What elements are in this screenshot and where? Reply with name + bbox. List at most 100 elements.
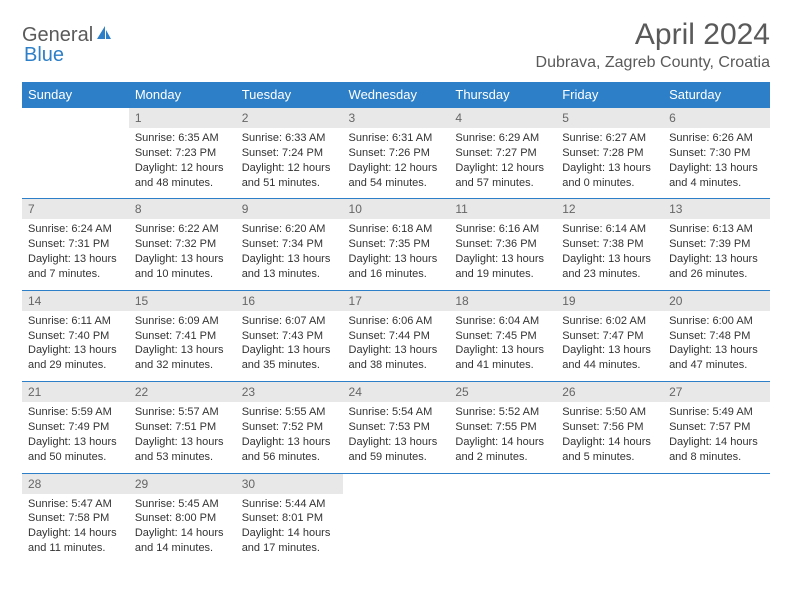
weekday-header: Saturday: [663, 82, 770, 108]
daylight-line: Daylight: 13 hours and 53 minutes.: [135, 435, 230, 465]
sunset-line: Sunset: 8:00 PM: [135, 511, 230, 526]
sunset-line: Sunset: 7:38 PM: [562, 237, 657, 252]
day-number-cell: [556, 473, 663, 494]
daylight-line: Daylight: 13 hours and 44 minutes.: [562, 343, 657, 373]
day-number-cell: 15: [129, 290, 236, 311]
sunrise-line: Sunrise: 6:35 AM: [135, 131, 230, 146]
daylight-line: Daylight: 13 hours and 41 minutes.: [455, 343, 550, 373]
day-number-cell: 23: [236, 382, 343, 403]
daylight-line: Daylight: 14 hours and 17 minutes.: [242, 526, 337, 556]
daylight-line: Daylight: 12 hours and 57 minutes.: [455, 161, 550, 191]
day-content-cell: Sunrise: 6:35 AMSunset: 7:23 PMDaylight:…: [129, 128, 236, 199]
day-content-cell: Sunrise: 5:50 AMSunset: 7:56 PMDaylight:…: [556, 402, 663, 473]
daylight-line: Daylight: 13 hours and 50 minutes.: [28, 435, 123, 465]
day-number-row: 14151617181920: [22, 290, 770, 311]
day-content-cell: Sunrise: 6:29 AMSunset: 7:27 PMDaylight:…: [449, 128, 556, 199]
day-content-cell: Sunrise: 5:47 AMSunset: 7:58 PMDaylight:…: [22, 494, 129, 564]
day-number-cell: 1: [129, 108, 236, 129]
day-number-cell: 13: [663, 199, 770, 220]
brand-part2: Blue: [24, 44, 64, 66]
daylight-line: Daylight: 13 hours and 32 minutes.: [135, 343, 230, 373]
sunset-line: Sunset: 7:31 PM: [28, 237, 123, 252]
daylight-line: Daylight: 13 hours and 26 minutes.: [669, 252, 764, 282]
daylight-line: Daylight: 13 hours and 56 minutes.: [242, 435, 337, 465]
day-number-cell: 4: [449, 108, 556, 129]
sunset-line: Sunset: 7:41 PM: [135, 329, 230, 344]
day-content-cell: Sunrise: 6:00 AMSunset: 7:48 PMDaylight:…: [663, 311, 770, 382]
sunset-line: Sunset: 7:23 PM: [135, 146, 230, 161]
day-content-cell: Sunrise: 6:24 AMSunset: 7:31 PMDaylight:…: [22, 219, 129, 290]
day-number-cell: 26: [556, 382, 663, 403]
sunset-line: Sunset: 7:24 PM: [242, 146, 337, 161]
sunrise-line: Sunrise: 6:24 AM: [28, 222, 123, 237]
brand-part2-wrap: Blue: [24, 44, 64, 67]
sunrise-line: Sunrise: 5:52 AM: [455, 405, 550, 420]
weekday-header: Thursday: [449, 82, 556, 108]
day-content-cell: Sunrise: 6:27 AMSunset: 7:28 PMDaylight:…: [556, 128, 663, 199]
daylight-line: Daylight: 13 hours and 35 minutes.: [242, 343, 337, 373]
daylight-line: Daylight: 13 hours and 47 minutes.: [669, 343, 764, 373]
day-content-row: Sunrise: 5:59 AMSunset: 7:49 PMDaylight:…: [22, 402, 770, 473]
sunset-line: Sunset: 7:49 PM: [28, 420, 123, 435]
daylight-line: Daylight: 12 hours and 54 minutes.: [349, 161, 444, 191]
sunrise-line: Sunrise: 5:50 AM: [562, 405, 657, 420]
day-number-cell: 28: [22, 473, 129, 494]
day-number-cell: 16: [236, 290, 343, 311]
title-block: April 2024 Dubrava, Zagreb County, Croat…: [536, 18, 770, 72]
day-number-cell: 3: [343, 108, 450, 129]
day-content-cell: [343, 494, 450, 564]
sunrise-line: Sunrise: 6:13 AM: [669, 222, 764, 237]
header: General April 2024 Dubrava, Zagreb Count…: [22, 18, 770, 72]
sail-icon: [95, 24, 113, 47]
sunrise-line: Sunrise: 6:27 AM: [562, 131, 657, 146]
sunset-line: Sunset: 7:53 PM: [349, 420, 444, 435]
sunset-line: Sunset: 7:57 PM: [669, 420, 764, 435]
day-content-cell: Sunrise: 6:16 AMSunset: 7:36 PMDaylight:…: [449, 219, 556, 290]
day-number-row: 78910111213: [22, 199, 770, 220]
sunset-line: Sunset: 7:26 PM: [349, 146, 444, 161]
day-number-cell: 24: [343, 382, 450, 403]
day-content-row: Sunrise: 6:35 AMSunset: 7:23 PM Daylight:…: [22, 128, 770, 199]
sunrise-line: Sunrise: 5:44 AM: [242, 497, 337, 512]
daylight-line: Daylight: 13 hours and 7 minutes.: [28, 252, 123, 282]
daylight-line: Daylight: 14 hours and 14 minutes.: [135, 526, 230, 556]
day-content-cell: [449, 494, 556, 564]
sunset-line: Sunset: 7:55 PM: [455, 420, 550, 435]
day-number-cell: 7: [22, 199, 129, 220]
daylight-line: Daylight: 14 hours and 5 minutes.: [562, 435, 657, 465]
sunrise-line: Sunrise: 6:09 AM: [135, 314, 230, 329]
day-number-cell: 30: [236, 473, 343, 494]
daylight-line: Daylight: 13 hours and 29 minutes.: [28, 343, 123, 373]
sunrise-line: Sunrise: 6:16 AM: [455, 222, 550, 237]
sunset-line: Sunset: 7:35 PM: [349, 237, 444, 252]
sunset-line: Sunset: 7:34 PM: [242, 237, 337, 252]
sunset-line: Sunset: 7:40 PM: [28, 329, 123, 344]
sunrise-line: Sunrise: 6:29 AM: [455, 131, 550, 146]
sunrise-line: Sunrise: 5:47 AM: [28, 497, 123, 512]
day-content-cell: Sunrise: 6:14 AMSunset: 7:38 PMDaylight:…: [556, 219, 663, 290]
day-content-cell: Sunrise: 6:07 AMSunset: 7:43 PMDaylight:…: [236, 311, 343, 382]
day-content-cell: Sunrise: 5:44 AMSunset: 8:01 PMDaylight:…: [236, 494, 343, 564]
calendar-table: SundayMondayTuesdayWednesdayThursdayFrid…: [22, 82, 770, 564]
sunset-line: Sunset: 7:51 PM: [135, 420, 230, 435]
sunset-line: Sunset: 7:36 PM: [455, 237, 550, 252]
day-number-cell: 8: [129, 199, 236, 220]
day-number-cell: 6: [663, 108, 770, 129]
day-number-cell: [343, 473, 450, 494]
sunrise-line: Sunrise: 6:33 AM: [242, 131, 337, 146]
daylight-line: Daylight: 12 hours and 51 minutes.: [242, 161, 337, 191]
day-content-cell: Sunrise: 6:18 AMSunset: 7:35 PMDaylight:…: [343, 219, 450, 290]
location: Dubrava, Zagreb County, Croatia: [536, 54, 770, 72]
day-content-cell: [22, 128, 129, 199]
day-content-cell: Sunrise: 6:31 AMSunset: 7:26 PMDaylight:…: [343, 128, 450, 199]
sunset-line: Sunset: 7:28 PM: [562, 146, 657, 161]
sunrise-line: Sunrise: 5:57 AM: [135, 405, 230, 420]
weekday-header: Tuesday: [236, 82, 343, 108]
day-content-cell: Sunrise: 6:06 AMSunset: 7:44 PMDaylight:…: [343, 311, 450, 382]
daylight-line: Daylight: 13 hours and 19 minutes.: [455, 252, 550, 282]
day-number-cell: 11: [449, 199, 556, 220]
day-number-cell: 12: [556, 199, 663, 220]
sunrise-line: Sunrise: 5:45 AM: [135, 497, 230, 512]
sunrise-line: Sunrise: 6:22 AM: [135, 222, 230, 237]
day-content-cell: Sunrise: 6:13 AMSunset: 7:39 PMDaylight:…: [663, 219, 770, 290]
